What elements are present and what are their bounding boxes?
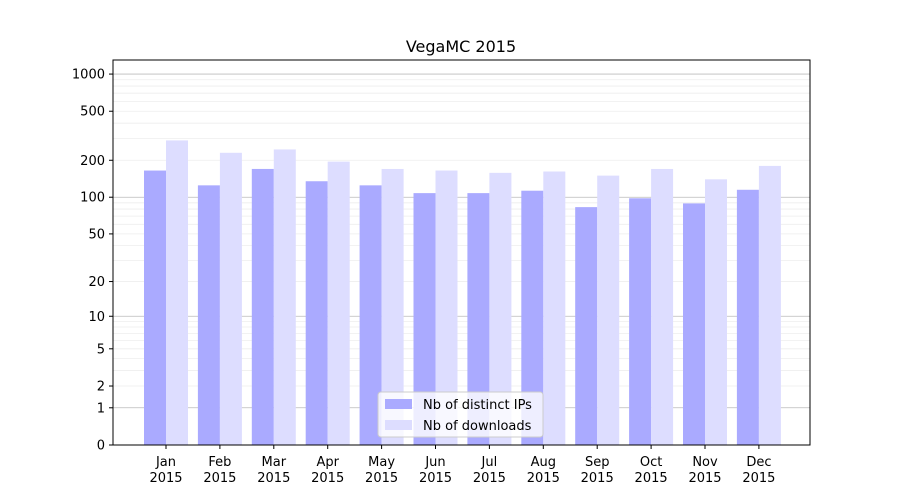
bar-distinct-ips: [251, 168, 274, 445]
bar-distinct-ips: [359, 185, 382, 446]
x-tick-label: Aug 2015: [527, 455, 560, 486]
legend-swatch: [385, 399, 412, 409]
bar-distinct-ips: [197, 185, 220, 446]
x-tick-label: May 2015: [365, 455, 398, 486]
y-tick-label: 1: [97, 401, 105, 416]
x-tick-label: Jun 2015: [419, 455, 452, 486]
y-tick-label: 50: [88, 227, 105, 242]
bar-downloads: [705, 179, 727, 445]
legend-swatch: [385, 420, 412, 430]
y-tick-label: 10: [88, 310, 105, 325]
y-tick-label: 2: [97, 380, 105, 395]
y-tick-label: 100: [80, 191, 105, 206]
bar-distinct-ips: [413, 193, 436, 445]
bar-downloads: [166, 140, 188, 445]
x-tick-label: Nov 2015: [688, 455, 721, 486]
bar-distinct-ips: [629, 198, 652, 445]
x-tick-label: Feb 2015: [203, 455, 236, 486]
bar-distinct-ips: [305, 181, 328, 445]
bar-downloads: [543, 171, 566, 445]
bar-downloads: [219, 152, 242, 445]
y-tick-label: 0: [97, 439, 105, 454]
bar-distinct-ips: [521, 190, 544, 445]
bar-downloads: [273, 149, 296, 445]
bar-distinct-ips: [575, 207, 598, 445]
bar-downloads: [758, 165, 781, 446]
y-tick-label: 20: [88, 275, 105, 290]
bar-distinct-ips: [683, 203, 705, 445]
plot-frame: [112, 59, 811, 446]
x-tick-label: Mar 2015: [257, 455, 290, 486]
x-tick-label: Jan 2015: [149, 455, 182, 486]
legend-label: Nb of downloads: [423, 419, 532, 434]
y-tick-label: 500: [80, 105, 105, 120]
y-tick-label: 1000: [72, 68, 105, 83]
bar-downloads: [597, 175, 620, 446]
x-axis-ticks: Jan 2015 Feb 2015 Mar 2015 Apr 2015 May 2015 Jun 20…: [149, 445, 775, 486]
bar-downloads: [489, 172, 512, 445]
y-tick-label: 5: [97, 342, 105, 357]
x-tick-label: Sep 2015: [581, 455, 614, 486]
bar-distinct-ips: [736, 189, 759, 445]
y-tick-label: 200: [80, 154, 105, 169]
x-tick-label: Jul 2015: [473, 455, 506, 486]
bar-downloads: [651, 168, 674, 445]
y-axis-ticks: 0 1 2 5 10 20 50 100 200 500 1000: [72, 68, 113, 454]
bar-downloads: [327, 161, 350, 445]
chart-title: VegaMC 2015: [406, 37, 516, 56]
bars: [144, 140, 781, 446]
bar-distinct-ips: [467, 193, 490, 445]
x-tick-label: Dec 2015: [742, 455, 775, 486]
bar-distinct-ips: [144, 170, 166, 445]
legend-label: Nb of distinct IPs: [423, 398, 532, 413]
x-tick-label: Oct 2015: [635, 455, 668, 486]
legend-box: [377, 391, 544, 438]
bar-downloads: [435, 170, 458, 445]
x-tick-label: Apr 2015: [311, 455, 344, 486]
bar-downloads: [381, 168, 404, 445]
legend: Nb of distinct IPs Nb of downloads: [377, 391, 544, 438]
